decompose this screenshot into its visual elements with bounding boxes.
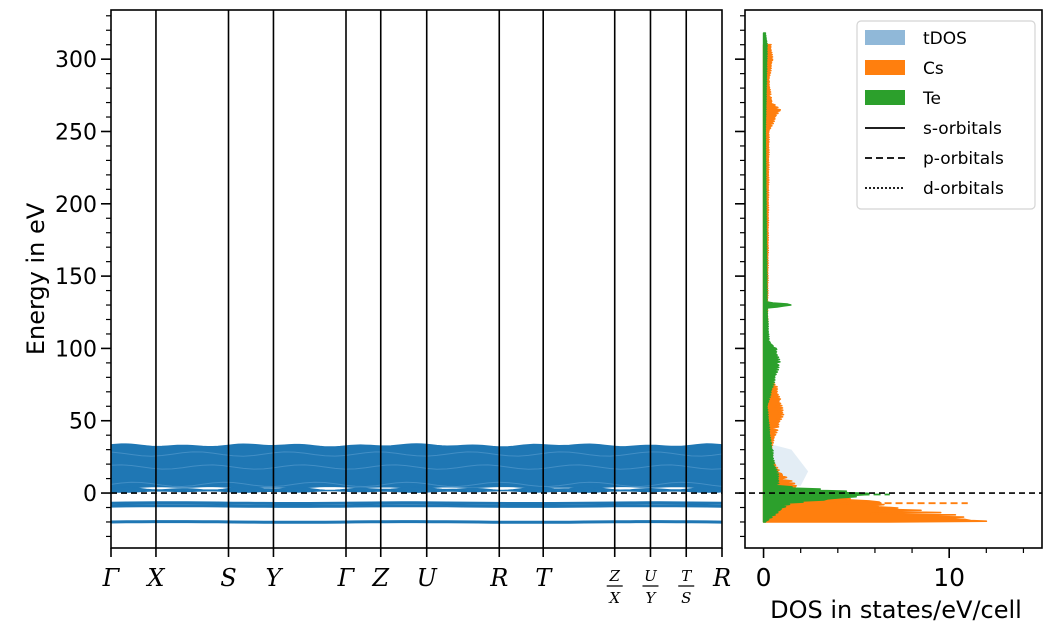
kpoint-label: S xyxy=(220,564,236,592)
kpoint-label: Γ xyxy=(102,564,121,592)
legend-label: Cs xyxy=(923,59,944,79)
energy-tick-label: 50 xyxy=(69,410,97,435)
band-streak-0 xyxy=(111,481,722,488)
dos-tick-label: 0 xyxy=(756,563,772,592)
energy-axis-label: Energy in eV xyxy=(22,202,50,355)
dos-axis-label: DOS in states/eV/cell xyxy=(770,596,1022,624)
kpoint-label: Z xyxy=(371,564,390,592)
kpoint-fraction-top: U xyxy=(644,567,658,585)
dos-panel: 0 10 DOS in states/eV/cell tDOS Cs Te s-orbi… xyxy=(735,9,1043,624)
kpoint-label: Y xyxy=(266,564,284,592)
kpoint-fraction-top: Z xyxy=(608,567,620,585)
legend-label: s-orbitals xyxy=(923,119,1002,139)
dos-axis: 0 10 xyxy=(756,548,1025,592)
dos-plot-frame xyxy=(744,9,1043,549)
legend-item-d-orbitals: d-orbitals xyxy=(865,179,1004,199)
kpoint-label: R xyxy=(712,564,731,592)
band-streak-1 xyxy=(111,464,722,470)
kpoint-label: U xyxy=(417,564,438,592)
band-block-1 xyxy=(111,486,722,493)
legend-item-te: Te xyxy=(865,89,941,109)
energy-tick-label: 150 xyxy=(55,265,97,290)
energy-tick-label: 200 xyxy=(55,193,97,218)
kpoint-fraction-bottom: Y xyxy=(646,589,658,607)
legend-item-tdos: tDOS xyxy=(865,29,967,49)
legend-label: p-orbitals xyxy=(923,149,1004,169)
kpoint-fraction-label: TS xyxy=(678,567,695,607)
legend-label: d-orbitals xyxy=(923,179,1004,199)
legend-item-cs: Cs xyxy=(865,59,944,79)
energy-tick-label: 250 xyxy=(55,120,97,145)
energy-tick-label: 300 xyxy=(55,48,97,73)
legend-item-p-orbitals: p-orbitals xyxy=(865,149,1004,169)
kpoint-fraction-label: UY xyxy=(642,567,659,607)
legend-label: Te xyxy=(922,89,941,109)
dos-te-curve xyxy=(762,32,870,523)
legend-item-s-orbitals: s-orbitals xyxy=(865,119,1002,139)
kpoint-fraction-bottom: S xyxy=(681,589,691,607)
legend-swatch xyxy=(865,90,905,105)
band-plot-area xyxy=(111,443,722,524)
kpoint-fraction-label: ZX xyxy=(606,567,623,607)
kpoint-label: Γ xyxy=(337,564,356,592)
energy-axis: 0 50 100 150 200 250 300 xyxy=(55,15,111,538)
kpoint-label: X xyxy=(145,564,165,592)
flat-band-2 xyxy=(111,520,722,524)
dos-energy-ticks xyxy=(735,15,745,538)
kpoint-fraction-top: T xyxy=(681,567,692,585)
legend: tDOS Cs Te s-orbitals p-orbitals d-orbitals xyxy=(856,20,1036,210)
dos-plot-area xyxy=(762,32,988,523)
band-plot-frame xyxy=(110,9,723,549)
kpoint-lines xyxy=(155,10,688,548)
flat-band-1 xyxy=(111,504,722,508)
legend-label: tDOS xyxy=(923,29,967,49)
kpoint-label: R xyxy=(489,564,508,592)
legend-swatch xyxy=(865,60,905,75)
flat-band-0 xyxy=(111,501,722,505)
band-block-0 xyxy=(111,443,722,489)
legend-swatch xyxy=(865,30,905,45)
kpoint-label: T xyxy=(535,564,553,592)
energy-tick-label: 100 xyxy=(55,337,97,362)
band-streak-2 xyxy=(111,451,722,457)
energy-tick-label: 0 xyxy=(83,482,97,507)
dos-tick-label: 10 xyxy=(933,563,965,592)
kpoint-fraction-bottom: X xyxy=(608,589,621,607)
